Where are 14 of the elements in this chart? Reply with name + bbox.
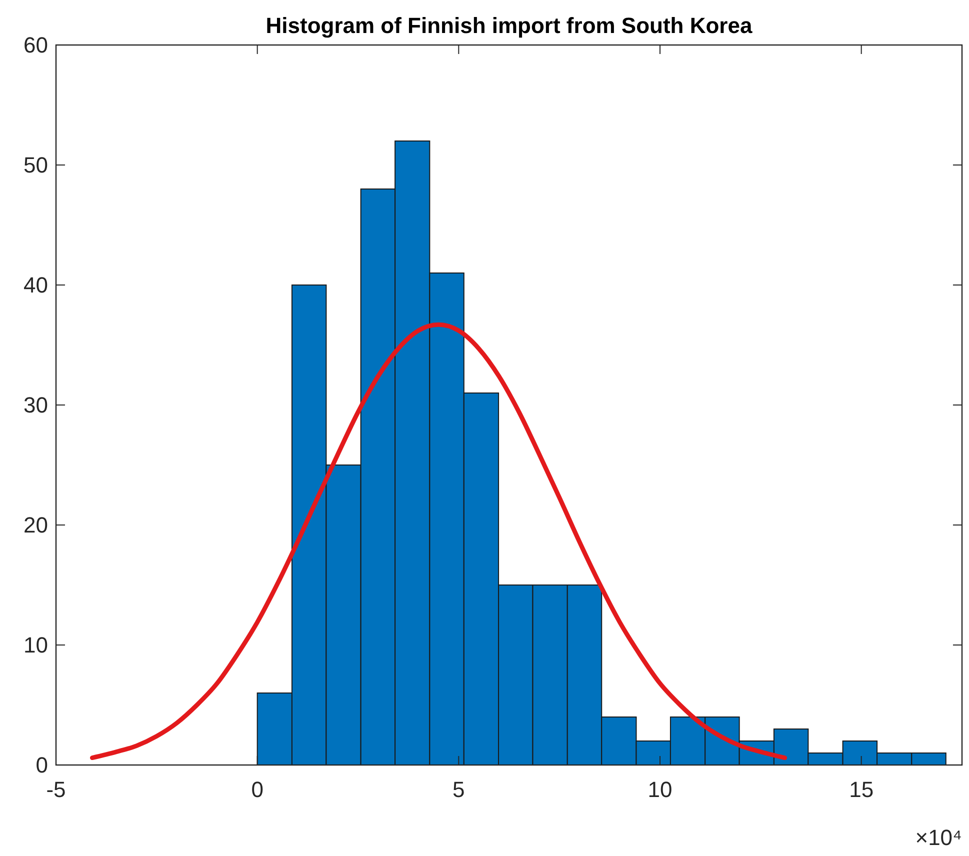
- x-tick-label: 0: [251, 777, 264, 802]
- text: ×10⁴: [915, 825, 962, 850]
- y-tick-label: 0: [36, 752, 48, 778]
- chart-title: Histogram of Finnish import from South Korea: [266, 13, 753, 38]
- y-tick-label: 60: [24, 32, 48, 58]
- x-tick-label: -5: [46, 777, 66, 802]
- x-tick-label: 5: [452, 777, 465, 802]
- y-tick-label: 40: [24, 272, 48, 298]
- y-tick-label: 20: [24, 512, 48, 538]
- y-tick-label: 50: [24, 152, 48, 178]
- y-tick-label: 10: [24, 632, 48, 658]
- x-tick-label: 15: [849, 777, 874, 802]
- x-tick-label: 10: [648, 777, 672, 802]
- y-tick-label: 30: [24, 392, 48, 418]
